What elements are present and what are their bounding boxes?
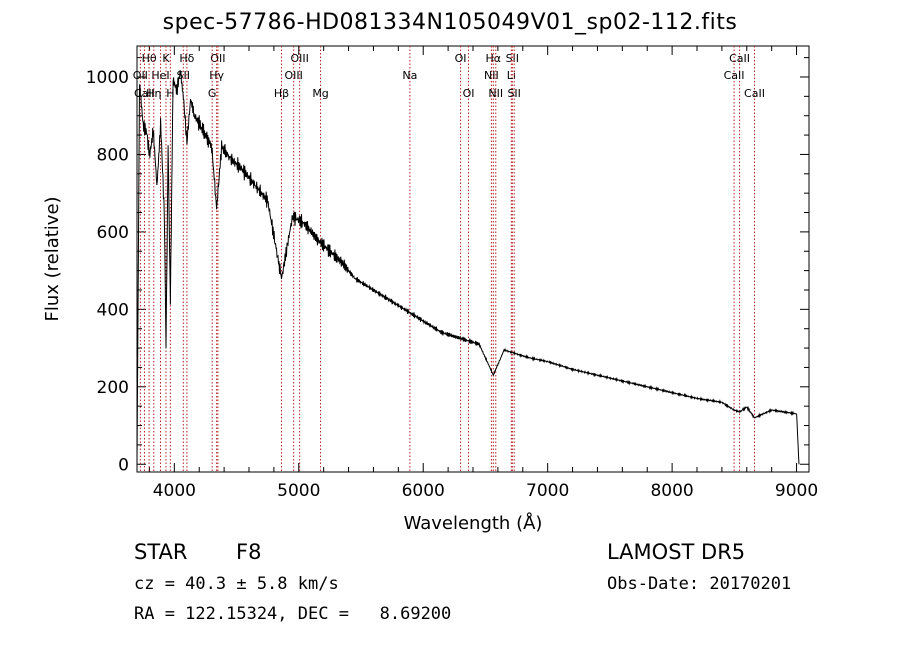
line-marker-label: CaII (724, 69, 745, 82)
line-marker-label: OII (133, 69, 148, 82)
line-marker-label: H (166, 87, 174, 100)
survey-label: LAMOST DR5 (607, 540, 746, 564)
x-tick-label: 8000 (650, 481, 693, 501)
line-marker-label: OIII (290, 52, 308, 65)
plot-frame (136, 45, 810, 473)
line-marker-label: CaII (729, 52, 750, 65)
line-marker-label: Hα (486, 52, 502, 65)
coords-text: RA = 122.15324, DEC = 8.69200 (134, 604, 452, 624)
y-axis-label: Flux (relative) (42, 196, 63, 321)
line-marker-label: Li (507, 69, 516, 82)
line-marker-label: OI (463, 87, 475, 100)
line-marker-label: NII (488, 87, 503, 100)
line-marker-label: Hδ (179, 52, 194, 65)
line-marker-label: G (208, 87, 217, 100)
x-tick-label: 6000 (402, 481, 445, 501)
y-tick-label: 200 (97, 378, 129, 398)
obs-date-text: Obs-Date: 20170201 (607, 574, 792, 594)
y-tick-label: 800 (97, 145, 129, 165)
x-axis-label: Wavelength (Å) (404, 512, 543, 534)
line-marker-label: NII (484, 69, 499, 82)
object-class: STAR (134, 540, 188, 564)
y-tick-label: 1000 (86, 68, 129, 88)
y-tick-label: 400 (97, 300, 129, 320)
redshift-text: cz = 40.3 ± 5.8 km/s (134, 574, 339, 594)
chart-title: spec-57786-HD081334N105049V01_sp02-112.f… (162, 10, 738, 35)
x-tick-label: 9000 (775, 481, 818, 501)
line-marker-label: OII (210, 52, 225, 65)
line-marker-label: SII (506, 52, 519, 65)
line-marker-label: OI (455, 52, 467, 65)
line-marker-label: Hθ (142, 52, 157, 65)
x-tick-label: 7000 (526, 481, 569, 501)
y-tick-label: 0 (118, 455, 129, 475)
line-marker-label: Hγ (209, 69, 224, 82)
x-tick-label: 5000 (277, 481, 320, 501)
line-marker-label: Na (402, 69, 417, 82)
line-marker-label: Mg (312, 87, 328, 100)
line-marker-label: Hη (146, 87, 161, 100)
line-marker-label: OIII (284, 69, 302, 82)
object-subclass: F8 (236, 540, 262, 564)
line-marker-label: Hβ (274, 87, 289, 100)
x-tick-label: 4000 (153, 481, 196, 501)
spectrum-line (136, 70, 800, 466)
line-marker-label: HeI (151, 69, 169, 82)
line-marker-label: SII (507, 87, 520, 100)
y-tick-label: 600 (97, 223, 129, 243)
line-marker-label: K (162, 52, 170, 65)
line-marker-label: CaII (744, 87, 765, 100)
